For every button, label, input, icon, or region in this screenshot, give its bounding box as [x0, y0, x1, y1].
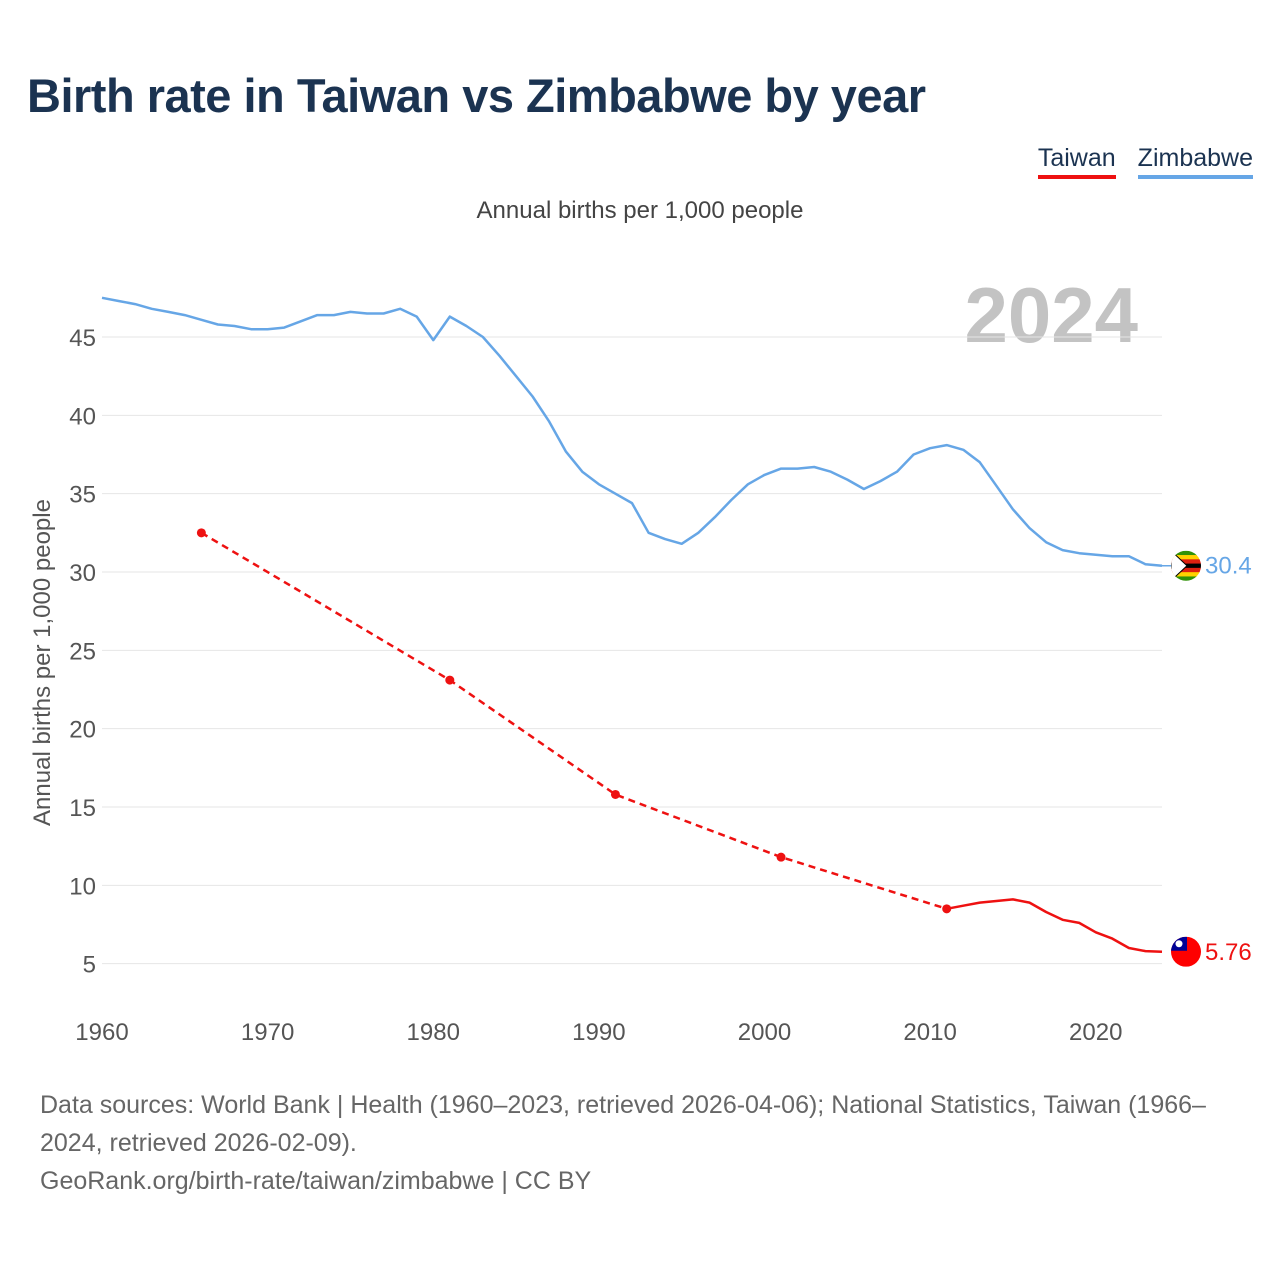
data-point-taiwan [196, 528, 206, 538]
data-point-taiwan [942, 904, 952, 914]
data-point-taiwan [776, 852, 786, 862]
series-line-zimbabwe [101, 296, 1163, 567]
y-axis-title: Annual births per 1,000 people [29, 499, 56, 826]
y-tick-label: 45 [69, 325, 96, 352]
y-tick-label: 15 [69, 795, 96, 822]
data-sources: Data sources: World Bank | Health (1960–… [40, 1091, 1206, 1157]
zimbabwe-flag-icon [1171, 550, 1201, 581]
credit-link[interactable]: GeoRank.org/birth-rate/taiwan/zimbabwe |… [40, 1167, 592, 1195]
end-label-zimbabwe: 30.4 [1205, 553, 1252, 580]
chart-subtitle: Annual births per 1,000 people [476, 197, 804, 224]
y-tick-label: 25 [69, 638, 96, 665]
page-title: Birth rate in Taiwan vs Zimbabwe by year [27, 69, 926, 122]
x-tick-label: 1990 [572, 1019, 625, 1046]
y-tick-label: 30 [69, 560, 96, 587]
taiwan-flag-icon [1171, 936, 1201, 967]
end-label-taiwan: 5.76 [1205, 939, 1252, 966]
x-tick-label: 1970 [241, 1019, 294, 1046]
y-tick-label: 20 [69, 717, 96, 744]
x-tick-label: 2020 [1069, 1019, 1122, 1046]
year-watermark: 2024 [964, 271, 1138, 359]
y-tick-label: 35 [69, 482, 96, 509]
x-tick-label: 1980 [407, 1019, 460, 1046]
x-tick-label: 1960 [75, 1019, 128, 1046]
data-point-taiwan [445, 675, 455, 685]
footer: Data sources: World Bank | Health (1960–… [40, 1086, 1250, 1200]
y-tick-label: 5 [83, 952, 96, 979]
series-line-taiwan [946, 898, 1163, 954]
x-tick-label: 2010 [903, 1019, 956, 1046]
legend: Taiwan Zimbabwe [1037, 144, 1253, 179]
series-line-taiwan-dashed [200, 531, 948, 910]
data-point-taiwan [610, 789, 620, 799]
y-tick-label: 10 [69, 873, 96, 900]
legend-item-taiwan[interactable]: Taiwan [1037, 144, 1116, 179]
legend-item-zimbabwe[interactable]: Zimbabwe [1137, 144, 1253, 179]
y-tick-label: 40 [69, 403, 96, 430]
x-tick-label: 2000 [738, 1019, 791, 1046]
